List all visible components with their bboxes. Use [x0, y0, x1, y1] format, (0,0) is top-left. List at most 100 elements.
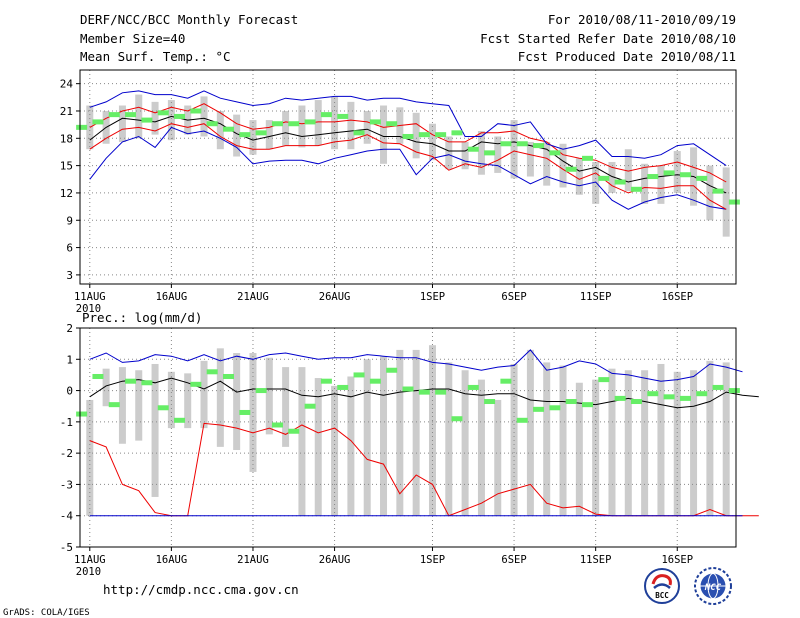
panel-1-spread-bar	[200, 360, 208, 429]
panel-0-y-tick-label: 6	[66, 242, 73, 255]
panel-0-x-tick-label: 16AUG	[156, 291, 188, 303]
panel-0-spread-bar	[543, 141, 551, 186]
panel-1-median-marker	[92, 373, 104, 379]
panel-0-spread-bar	[314, 100, 322, 146]
panel-0-series-high-line	[89, 103, 727, 183]
panel-1-median-marker	[614, 395, 626, 401]
panel-0-x-tick-label: 11AUG	[74, 291, 106, 303]
panel-1-median-marker	[141, 380, 153, 386]
panel-1-y-tick-label: -4	[60, 510, 74, 523]
panel-0-median-marker	[418, 132, 430, 138]
panel-1-median-marker	[157, 405, 169, 411]
panel-0-spread-bar	[510, 120, 518, 179]
panel-0-median-marker	[353, 130, 365, 136]
panel-0-median-marker	[728, 199, 740, 205]
panel-0-year-label: 2010	[76, 303, 101, 315]
panel-1-median-marker	[222, 373, 234, 379]
panel-1-spread-bar	[102, 368, 110, 407]
panel-0-spread-bar	[135, 94, 143, 139]
panel-1-median-marker	[533, 406, 545, 412]
panel-0-spread-bar	[722, 167, 730, 237]
panel-0-x-tick-label: 1SEP	[420, 291, 445, 303]
panel-0-median-marker	[663, 170, 675, 176]
panel-0-median-marker	[582, 155, 594, 161]
panel-1-x-tick-label: 21AUG	[237, 554, 269, 566]
panel-1-median-marker	[288, 428, 300, 434]
panel-1-spread-bar	[363, 359, 371, 516]
panel-1-plot-frame	[79, 327, 737, 548]
panel-0-series-max-line	[89, 126, 727, 210]
panel-1-spread-bar	[314, 378, 322, 516]
panel-0-spread-bar	[624, 149, 632, 192]
panel-1-y-tick-label: -5	[60, 541, 73, 554]
panel-1-spread-bar	[428, 345, 436, 516]
panel-1-spread-bar	[543, 362, 551, 516]
panel-1-spread-bar	[657, 363, 665, 516]
panel-1-spread-bar	[380, 356, 388, 516]
panel-0-median-marker	[598, 175, 610, 181]
panel-0-median-marker	[435, 132, 447, 138]
panel-0-median-marker	[222, 126, 234, 132]
panel-1-median-marker	[712, 384, 724, 390]
panel-1-spread-bar	[445, 362, 453, 516]
panel-0-spread-bar	[347, 101, 355, 150]
panel-0-median-marker	[92, 119, 104, 125]
panel-1-spread-bar	[347, 376, 355, 516]
panel-1-x-tick-label: 11SEP	[580, 554, 612, 566]
panel-1-median-marker	[598, 377, 610, 383]
panel-1-median-marker	[549, 405, 561, 411]
panel-0-spread-bar	[608, 161, 616, 193]
panel-1-spread-bar	[673, 371, 681, 516]
panel-0-y-tick-label: 21	[60, 105, 73, 118]
panel-0-median-marker	[696, 175, 708, 181]
panel-0-y-tick-label: 24	[60, 78, 74, 91]
panel-0-median-marker	[402, 133, 414, 139]
panel-0-median-marker	[630, 186, 642, 192]
panel-1-spread-bar	[265, 357, 273, 435]
panel-0-spread-bar	[200, 96, 208, 137]
panel-1-median-marker	[484, 399, 496, 405]
panel-0-x-tick-label: 26AUG	[319, 291, 351, 303]
panel-1-x-tick-label: 16SEP	[661, 554, 693, 566]
panel-1-spread-bar	[722, 362, 730, 516]
precipitation-panel: -5 -4 -3 -2 -1 0 1 2 11AUG 16AUG 21AUG 26AUG 1SEP 6SE…	[60, 322, 759, 578]
panel-1-spread-bar	[86, 399, 94, 516]
panel-1-median-marker	[386, 367, 398, 373]
refer-date: Fcst Started Refer Date 2010/08/10	[480, 31, 736, 46]
panel-0-median-marker	[614, 179, 626, 185]
panel-0-median-marker	[516, 141, 528, 147]
panel-1-median-marker	[728, 388, 740, 394]
panel-0-series-min-line	[89, 90, 727, 167]
panel-0-median-marker	[533, 143, 545, 149]
variable-label: Mean Surf. Temp.: °C	[80, 49, 231, 64]
panel-1-median-marker	[451, 416, 463, 422]
panel-0-median-marker	[206, 121, 218, 127]
panel-1-spread-bar	[494, 399, 502, 516]
panel-0-spread-bar	[706, 165, 714, 221]
panel-1-median-marker	[696, 391, 708, 397]
panel-0-median-marker	[320, 112, 332, 118]
precip-label: Prec.: log(mm/d)	[82, 310, 202, 325]
grads-credit: GrADS: COLA/IGES	[3, 608, 90, 618]
panel-1-spread-bar	[151, 363, 159, 497]
panel-0-y-tick-label: 18	[60, 132, 73, 145]
panel-1-median-marker	[647, 391, 659, 397]
panel-1-spread-bar	[461, 370, 469, 516]
panel-1-median-marker	[467, 384, 479, 390]
panel-0-median-marker	[337, 113, 349, 119]
panel-1-y-tick-label: -2	[60, 447, 73, 460]
panel-1-spread-bar	[412, 349, 420, 516]
panel-0-spread-bar	[167, 100, 175, 141]
panel-1-spread-bar	[282, 367, 290, 447]
panel-0-series-mean-line	[89, 115, 727, 194]
panel-0-y-tick-label: 3	[66, 269, 73, 282]
panel-0-median-marker	[647, 174, 659, 180]
panel-1-median-marker	[630, 399, 642, 405]
bcc-logo-swirl-blue	[653, 583, 671, 589]
bcc-logo-swirl	[651, 574, 672, 586]
panel-0-spread-bar	[477, 131, 485, 175]
panel-1-spread-bar	[184, 373, 192, 429]
panel-0-spread-bar	[657, 165, 665, 204]
panel-0-spread-bar	[428, 123, 436, 161]
panel-0-spread-bar	[118, 105, 126, 142]
